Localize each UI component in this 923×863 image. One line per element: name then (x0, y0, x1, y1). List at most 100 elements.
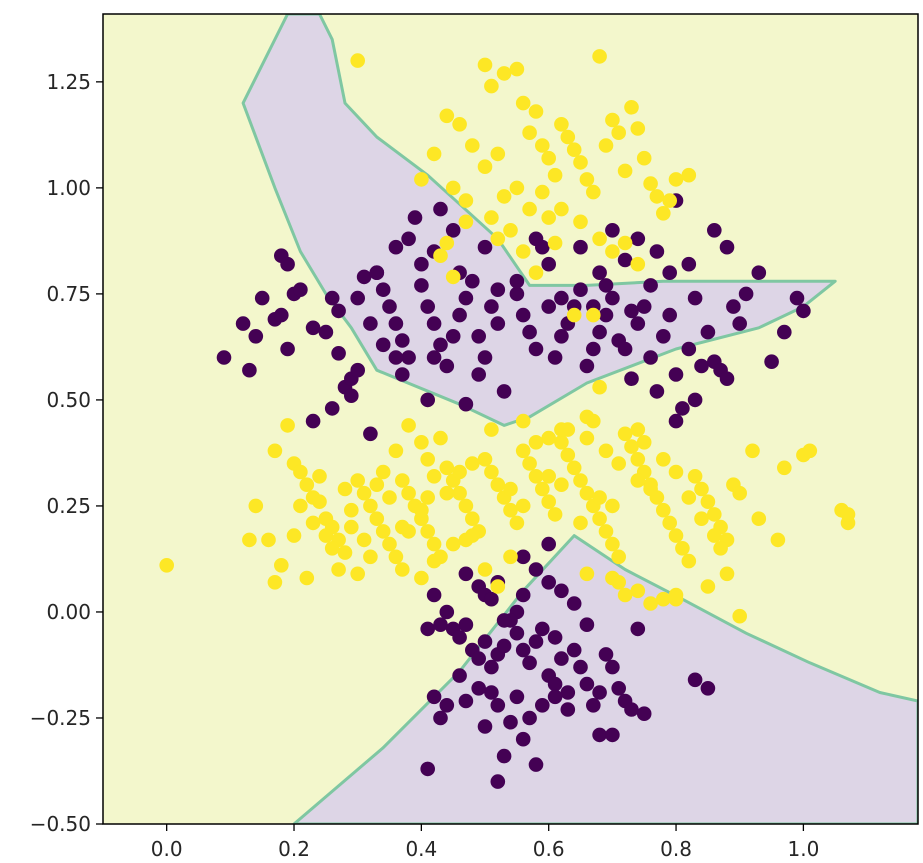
data-point-class-1 (579, 566, 595, 582)
data-point-class-1 (395, 473, 410, 488)
data-point-class-1 (535, 184, 550, 200)
data-point-class-1 (579, 485, 595, 501)
data-point-class-1 (592, 231, 607, 247)
y-tick-label: −0.25 (30, 706, 91, 730)
data-point-class-1 (554, 477, 569, 493)
data-point-class-1 (465, 138, 480, 153)
data-point-class-0 (509, 625, 525, 641)
data-point-class-1 (598, 138, 614, 153)
data-point-class-0 (496, 384, 512, 399)
data-point-class-1 (528, 265, 544, 281)
data-point-class-1 (350, 566, 366, 582)
data-point-class-1 (382, 490, 397, 505)
data-point-class-1 (490, 231, 506, 247)
x-tick-label: 1.0 (787, 837, 819, 861)
data-point-class-1 (477, 57, 493, 73)
data-point-class-0 (216, 350, 232, 365)
data-point-class-1 (312, 469, 327, 484)
data-point-class-1 (490, 146, 506, 162)
data-point-class-0 (280, 256, 295, 272)
data-point-class-0 (471, 651, 487, 666)
data-point-class-1 (656, 502, 671, 518)
data-point-class-1 (458, 214, 474, 230)
data-point-class-1 (433, 248, 448, 263)
data-point-class-0 (541, 575, 556, 590)
data-point-class-1 (630, 121, 646, 136)
data-point-class-1 (630, 422, 646, 437)
data-point-class-1 (662, 515, 677, 531)
data-point-class-0 (738, 286, 754, 302)
data-point-class-0 (477, 350, 493, 365)
data-point-class-1 (592, 490, 607, 505)
data-point-class-0 (433, 710, 448, 726)
data-point-class-0 (439, 604, 455, 620)
data-point-class-1 (656, 591, 671, 607)
data-point-class-1 (305, 515, 321, 531)
data-point-class-1 (592, 49, 607, 64)
data-point-class-0 (484, 659, 499, 675)
data-point-class-0 (433, 617, 448, 632)
data-point-class-0 (248, 329, 264, 344)
data-point-class-1 (509, 515, 525, 531)
data-point-class-0 (471, 367, 487, 382)
data-point-class-0 (496, 638, 512, 654)
data-point-class-1 (388, 443, 404, 459)
data-point-class-1 (267, 443, 283, 459)
data-point-class-0 (369, 265, 385, 281)
data-point-class-0 (719, 371, 735, 387)
data-point-class-1 (356, 532, 372, 548)
data-point-class-1 (363, 498, 378, 514)
data-point-class-1 (541, 430, 556, 446)
data-point-class-1 (522, 456, 537, 471)
data-point-class-0 (433, 337, 448, 353)
data-point-class-0 (522, 710, 537, 726)
data-point-class-0 (490, 316, 506, 331)
data-point-class-1 (840, 507, 856, 522)
data-point-class-1 (777, 460, 792, 476)
data-point-class-0 (566, 642, 582, 658)
data-point-class-0 (375, 337, 391, 353)
data-point-class-0 (490, 774, 506, 789)
data-point-class-0 (420, 299, 436, 314)
data-point-class-0 (630, 621, 646, 637)
data-point-class-1 (280, 418, 295, 433)
y-tick-label: 0.25 (46, 494, 91, 518)
data-point-class-1 (649, 189, 665, 204)
data-point-class-0 (636, 706, 652, 721)
data-point-class-1 (414, 570, 429, 586)
data-point-class-1 (420, 524, 436, 539)
data-point-class-0 (395, 367, 410, 382)
data-point-class-1 (586, 413, 601, 429)
data-point-class-1 (802, 443, 818, 459)
data-point-class-0 (382, 299, 397, 314)
data-point-class-1 (445, 536, 461, 552)
data-point-class-1 (465, 456, 480, 471)
data-point-class-0 (579, 676, 595, 692)
data-point-class-1 (293, 498, 308, 514)
data-point-class-0 (617, 341, 633, 357)
x-tick-label: 0.6 (533, 837, 565, 861)
data-point-class-1 (484, 78, 499, 94)
data-point-class-0 (528, 231, 544, 247)
data-point-class-0 (305, 320, 321, 336)
data-point-class-1 (337, 481, 353, 497)
data-point-class-0 (528, 562, 544, 577)
y-tick-label: 0.00 (46, 600, 91, 624)
data-point-class-1 (401, 418, 416, 433)
data-point-class-1 (490, 477, 506, 493)
data-point-class-0 (254, 290, 270, 306)
data-point-class-1 (636, 150, 652, 166)
data-point-class-0 (515, 642, 531, 658)
data-point-class-1 (668, 172, 684, 187)
data-point-class-1 (159, 558, 174, 573)
data-point-class-0 (490, 698, 506, 713)
data-point-class-1 (713, 541, 728, 556)
data-point-class-1 (694, 481, 709, 497)
data-point-class-1 (617, 235, 633, 251)
data-point-class-1 (573, 473, 588, 488)
data-point-class-1 (535, 481, 550, 497)
data-point-class-0 (535, 698, 550, 713)
data-point-class-0 (458, 566, 474, 582)
data-point-class-0 (611, 681, 626, 696)
data-point-class-1 (630, 256, 646, 272)
